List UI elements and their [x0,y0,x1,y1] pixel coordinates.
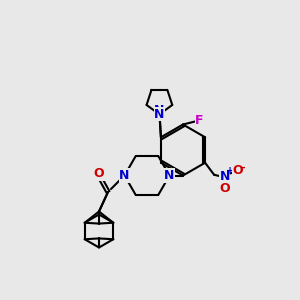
Text: +: + [226,166,234,176]
Text: N: N [219,170,230,183]
Text: O: O [219,182,230,195]
Text: F: F [195,113,204,127]
Text: N: N [119,169,130,182]
Text: O: O [233,164,243,177]
Text: O: O [94,167,104,181]
Text: N: N [154,108,165,121]
Text: -: - [241,162,245,172]
Text: N: N [154,104,165,117]
Text: N: N [164,169,175,182]
